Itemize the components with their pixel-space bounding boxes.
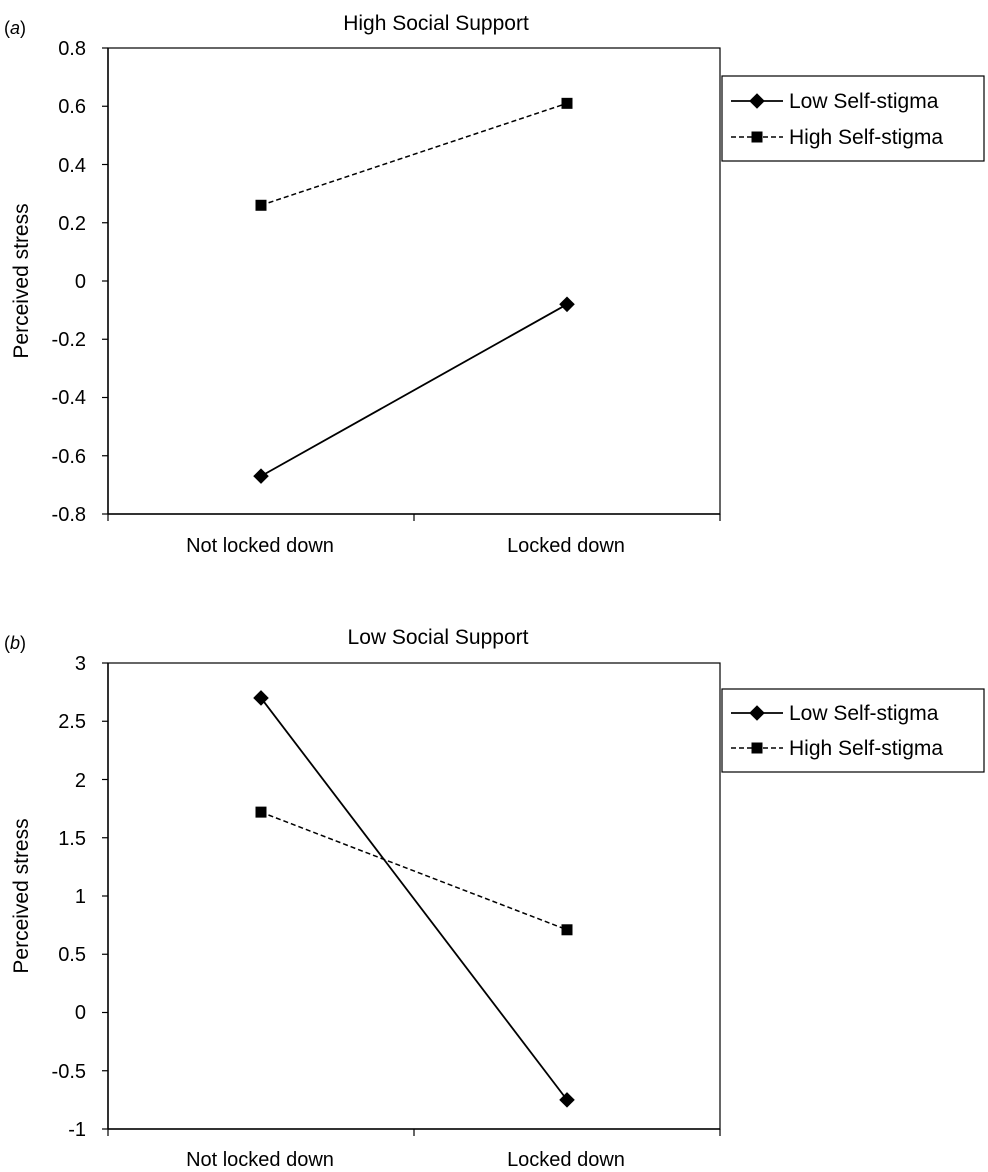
chart-title: Low Social Support (348, 626, 529, 649)
legend-box (721, 75, 985, 162)
legend-label: High Self-stigma (789, 737, 943, 760)
legend-label: Low Self-stigma (789, 90, 939, 113)
y-tick-label: -0.5 (52, 1061, 86, 1083)
plot-area (107, 662, 721, 1130)
chart-title: High Social Support (343, 12, 529, 35)
data-point-high-self-stigma (255, 806, 267, 818)
y-tick-label: 2 (75, 770, 86, 792)
series-line-low-self-stigma (260, 697, 568, 1101)
y-tick-label: -1 (68, 1119, 86, 1141)
data-point-low-self-stigma (559, 1092, 575, 1108)
y-axis-title: Perceived stress (10, 203, 33, 358)
data-point-low-self-stigma (559, 296, 575, 313)
legend-label: High Self-stigma (789, 126, 943, 149)
y-tick-label: -0.4 (52, 387, 86, 409)
y-tick-labels: 0.8 0.6 0.4 0.2 0 -0.2 -0.4 -0.6 -0.8 (52, 38, 86, 526)
data-point-low-self-stigma (253, 690, 269, 706)
y-tick-label: -0.6 (52, 446, 86, 468)
legend: Low Self-stigma High Self-stigma (721, 688, 985, 773)
square-marker-icon (751, 131, 763, 143)
panel-letter: (a) (4, 18, 26, 38)
legend-label: Low Self-stigma (789, 702, 939, 725)
y-tick-labels: 3 2.5 2 1.5 1 0.5 0 -0.5 -1 (52, 653, 86, 1141)
y-tick-label: 1 (75, 886, 86, 908)
plot-area (107, 47, 721, 515)
y-tick-label: -0.2 (52, 329, 86, 351)
y-tick-label: -0.8 (52, 504, 86, 526)
data-point-high-self-stigma (561, 924, 573, 936)
data-point-high-self-stigma (561, 97, 573, 109)
series-layer (102, 47, 721, 521)
panel-b: (b) Low Social Support Perceived stress … (4, 626, 985, 1171)
x-tick-label: Locked down (507, 1149, 625, 1171)
y-tick-label: 0.5 (58, 944, 86, 966)
y-tick-label: 0.2 (58, 213, 86, 235)
data-point-low-self-stigma (253, 468, 269, 484)
x-tick-label: Not locked down (186, 535, 334, 557)
legend-box (721, 688, 985, 773)
panel-letter: (b) (4, 633, 26, 653)
y-tick-label: 0 (75, 271, 86, 293)
x-tick-label: Not locked down (186, 1149, 334, 1171)
y-axis-title: Perceived stress (10, 818, 33, 973)
y-tick-label: 0.6 (58, 96, 86, 118)
diamond-marker-icon (749, 705, 765, 721)
x-tick-label: Locked down (507, 535, 625, 557)
y-tick-label: 0.4 (58, 155, 86, 177)
series-line-high-self-stigma (260, 102, 568, 206)
data-point-high-self-stigma (255, 199, 267, 211)
y-tick-label: 0 (75, 1002, 86, 1024)
legend: Low Self-stigma High Self-stigma (721, 75, 985, 162)
y-tick-label: 2.5 (58, 711, 86, 733)
panel-a: (a) High Social Support Perceived stress… (4, 12, 985, 557)
y-tick-label: 0.8 (58, 38, 86, 60)
series-line-high-self-stigma (260, 811, 568, 931)
y-tick-label: 3 (75, 653, 86, 675)
series-layer (102, 662, 721, 1136)
square-marker-icon (751, 742, 763, 754)
series-line-low-self-stigma (260, 303, 568, 477)
y-tick-label: 1.5 (58, 828, 86, 850)
